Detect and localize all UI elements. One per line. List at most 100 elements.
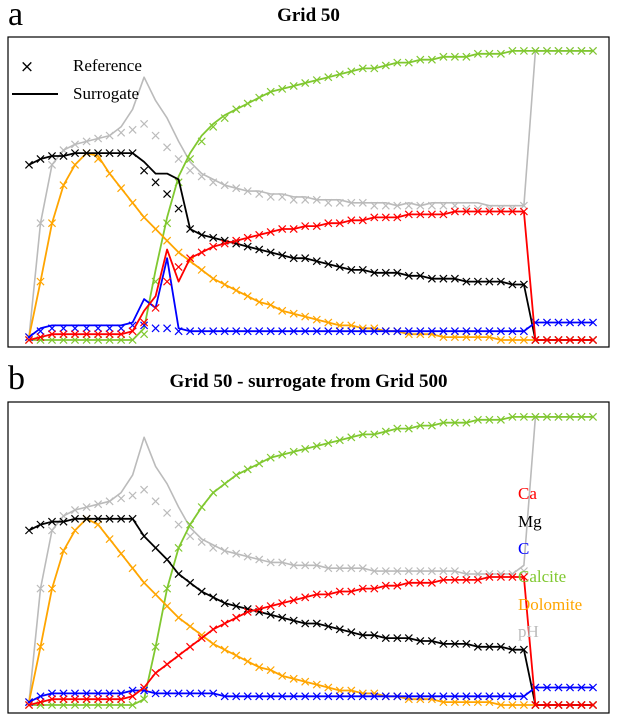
panel-a-ca-reference-marker (36, 333, 45, 342)
panel-b-ca-reference-marker (82, 695, 91, 704)
panel-b-mg-reference-marker (427, 636, 436, 646)
panel-a-ph-reference-marker (381, 201, 390, 210)
panel-b-calcite-reference-marker (496, 415, 505, 424)
panel-b-c-reference-marker (174, 689, 183, 698)
panel-a-c-reference-marker (439, 327, 448, 336)
panel-b-dolomite-reference-marker (266, 666, 275, 675)
panel-b-calcite-reference-marker (94, 700, 103, 710)
panel-b-ph-reference-marker (404, 567, 413, 576)
panel-b-ca-reference-marker (301, 593, 310, 602)
species-legend: Ca Mg C Calcite Dolomite pH (518, 484, 582, 641)
panel-a-ph-reference-marker (151, 131, 160, 140)
panel-b-calcite-reference-marker (393, 424, 402, 433)
panel-b-mg-reference-marker (82, 514, 91, 523)
panel-b-calcite-reference-marker (347, 433, 356, 442)
panel-b-ph-reference-marker (416, 567, 425, 576)
panel-a-dolomite-reference-marker (255, 297, 264, 307)
panel-a-c-reference-marker (220, 327, 229, 336)
panel-a-c-reference-marker (36, 327, 45, 336)
legend-calcite: Calcite (518, 567, 566, 586)
panel-b-ca-reference-marker (312, 590, 321, 599)
panel-b-ph-reference-marker (128, 491, 137, 500)
panel-b-ca-reference-marker (232, 613, 241, 622)
panel-b-dolomite-reference-marker (485, 698, 494, 707)
panel-a-mg-reference-marker (312, 257, 321, 266)
panel-b-mg-reference-marker (393, 634, 402, 643)
panel-b-ph-reference-marker (370, 567, 379, 576)
panel-b-mg-reference-marker (24, 526, 34, 535)
panel-b-mg-reference-marker (519, 645, 528, 654)
panel-a-ph-reference-marker (243, 187, 252, 196)
panel-b-ca-reference-marker (393, 581, 402, 590)
panel-b-mg-reference-marker (404, 634, 413, 643)
panel-a-ph-reference-marker (358, 198, 367, 207)
panel-b-dolomite-reference-marker (335, 686, 344, 695)
panel-a-mg-reference-marker (289, 254, 298, 263)
panel-a-mg-reference-marker (450, 274, 459, 283)
panel-b-mg-reference-marker (232, 602, 241, 611)
panel-b-series-ph (24, 412, 598, 707)
panel-a-ca-reference-marker (381, 213, 390, 222)
panel-a-calcite-reference-marker (243, 99, 252, 108)
panel-b-dolomite-reference-marker (450, 698, 459, 707)
panel-b-dolomite-reference-marker (186, 622, 195, 631)
panel-a-mg-reference-marker (255, 245, 264, 254)
panel-a-c-reference-marker (347, 327, 356, 336)
panel-a-ca-reference-marker (197, 248, 206, 257)
panel-a-mg-reference-marker (508, 280, 517, 289)
panel-b-dolomite-reference-marker (70, 526, 80, 535)
panel-b-calcite-reference-marker (588, 412, 598, 421)
legend-dolomite: Dolomite (518, 595, 582, 614)
panel-a-ca-reference-marker (59, 330, 68, 339)
panel-b-mg-reference-marker (70, 514, 80, 523)
panel-a-ca-reference-marker (416, 210, 425, 219)
panel-b-mg-reference-marker (496, 642, 505, 651)
panel-b-ph-reference-marker (358, 564, 367, 573)
panel-b-calcite-reference-marker (358, 430, 367, 439)
panel-b-ph-reference-marker (347, 564, 356, 573)
panel-b-ca-surrogate-line (28, 576, 593, 706)
panel-b-ph-reference-marker (335, 564, 344, 573)
panel-a-title: Grid 50 (277, 5, 340, 26)
panel-b-dolomite-reference-marker (519, 700, 528, 710)
panel-b-ph-reference-marker (266, 558, 275, 567)
panel-b-ca-reference-marker (347, 587, 356, 596)
panel-a-calcite-reference-marker (94, 335, 103, 345)
panel-a-c-reference-marker (496, 327, 505, 336)
panel-b-c-reference-marker (117, 689, 126, 698)
panel-b-ca-reference-marker (565, 700, 575, 710)
panel-a-dolomite-reference-marker (163, 236, 172, 245)
panel-a-ca-reference-marker (243, 233, 252, 242)
panel-a-ph-reference-marker (404, 201, 413, 210)
panel-b-ph-reference-marker (140, 485, 149, 494)
panel-b-ca-reference-marker (140, 683, 149, 692)
panel-b-dolomite-reference-marker (496, 700, 505, 710)
panel-b-calcite-reference-marker (370, 430, 379, 439)
panel-b-mg-reference-marker (485, 642, 494, 651)
panel-b-dolomite-reference-marker (151, 590, 160, 599)
panel-a-calcite-reference-marker (370, 64, 379, 73)
panel-a-mg-reference-marker (347, 265, 356, 274)
panel-a-ca-reference-marker (404, 210, 413, 219)
panel-b-ph-reference-marker (243, 552, 252, 561)
panel-a-ca-reference-marker (301, 222, 310, 231)
panel-a-c-reference-marker (381, 327, 390, 336)
panel-a-letter: a (8, 0, 24, 33)
panel-a-dolomite-reference-marker (151, 224, 160, 234)
panel-a-mg-reference-marker (335, 262, 344, 272)
panel-b-series-calcite (24, 412, 598, 710)
panel-a-ca-reference-marker (565, 335, 575, 345)
panel-a-ph-reference-marker (439, 201, 448, 210)
panel-b-mg-reference-marker (358, 631, 367, 640)
panel-b-ca-reference-marker (266, 602, 275, 611)
panel-b-mg-surrogate-line (28, 517, 593, 706)
panel-a-c-reference-marker (462, 327, 471, 336)
panel-a-ph-reference-marker (174, 154, 183, 164)
panel-a-calcite-reference-marker (462, 52, 471, 61)
panel-a-ca-reference-marker (427, 210, 436, 219)
panel-b-calcite-reference-marker (82, 700, 91, 710)
panel-a-ca-reference-marker (105, 330, 114, 339)
panel-a-calcite-reference-marker (519, 46, 528, 55)
panel-b-ca-reference-marker (24, 700, 34, 710)
panel-a-mg-reference-marker (140, 166, 149, 175)
